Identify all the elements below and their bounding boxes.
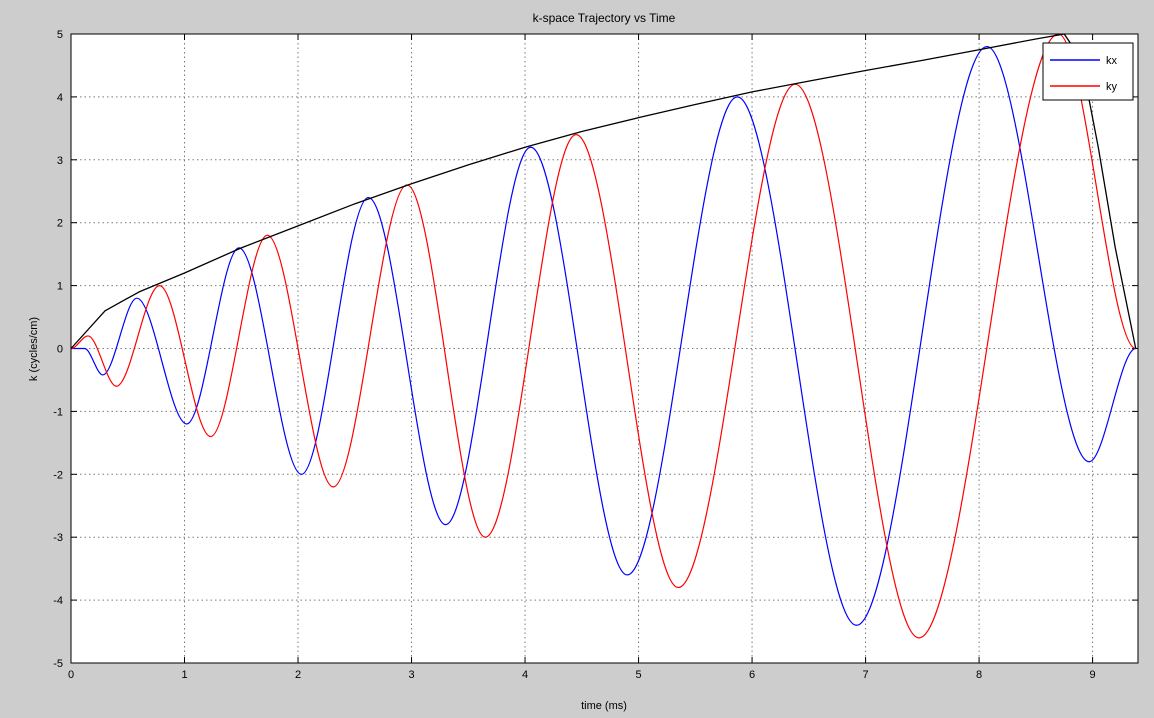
y-tick-label: -4 <box>53 595 63 607</box>
y-axis-label: k (cycles/cm) <box>28 317 40 381</box>
legend: kx ky <box>1042 42 1134 101</box>
y-tick-label: 1 <box>57 281 63 293</box>
x-axis-label: time (ms) <box>581 700 627 712</box>
x-tick-label: 2 <box>295 669 301 681</box>
series-line-kx <box>70 45 1136 626</box>
y-tick-label: -3 <box>53 532 63 544</box>
chart-title: k-space Trajectory vs Time <box>533 11 676 25</box>
x-tick-label: 4 <box>522 669 528 681</box>
legend-label-ky: ky <box>1106 81 1118 93</box>
x-tick-label: 6 <box>749 669 755 681</box>
x-tick-label: 1 <box>181 669 187 681</box>
y-tick-label: -1 <box>53 406 63 418</box>
x-tick-label: 8 <box>976 669 982 681</box>
y-tick-label: -2 <box>53 469 63 481</box>
y-tick-label: 5 <box>57 29 63 41</box>
x-tick-label: 0 <box>68 669 74 681</box>
plot-area <box>71 34 1138 663</box>
tick-labels: 0 1 2 3 4 5 6 7 8 9 -5 -4 -3 -2 -1 0 1 2 3 4 5 <box>53 29 1095 681</box>
y-tick-label: 0 <box>57 344 63 356</box>
legend-label-kx: kx <box>1106 55 1118 67</box>
x-tick-label: 9 <box>1090 669 1096 681</box>
series-lines <box>70 33 1137 639</box>
y-tick-label: 2 <box>57 218 63 230</box>
legend-box <box>1042 42 1134 101</box>
y-tick-label: 3 <box>57 155 63 167</box>
series-line-envelope <box>70 33 1137 349</box>
y-tick-label: 4 <box>57 92 63 104</box>
x-tick-label: 3 <box>408 669 414 681</box>
plot-border <box>70 33 1139 664</box>
grid <box>71 34 1138 663</box>
x-tick-label: 7 <box>863 669 869 681</box>
y-tick-label: -5 <box>53 658 63 670</box>
x-tick-label: 5 <box>635 669 641 681</box>
series-line-ky <box>70 33 1136 639</box>
